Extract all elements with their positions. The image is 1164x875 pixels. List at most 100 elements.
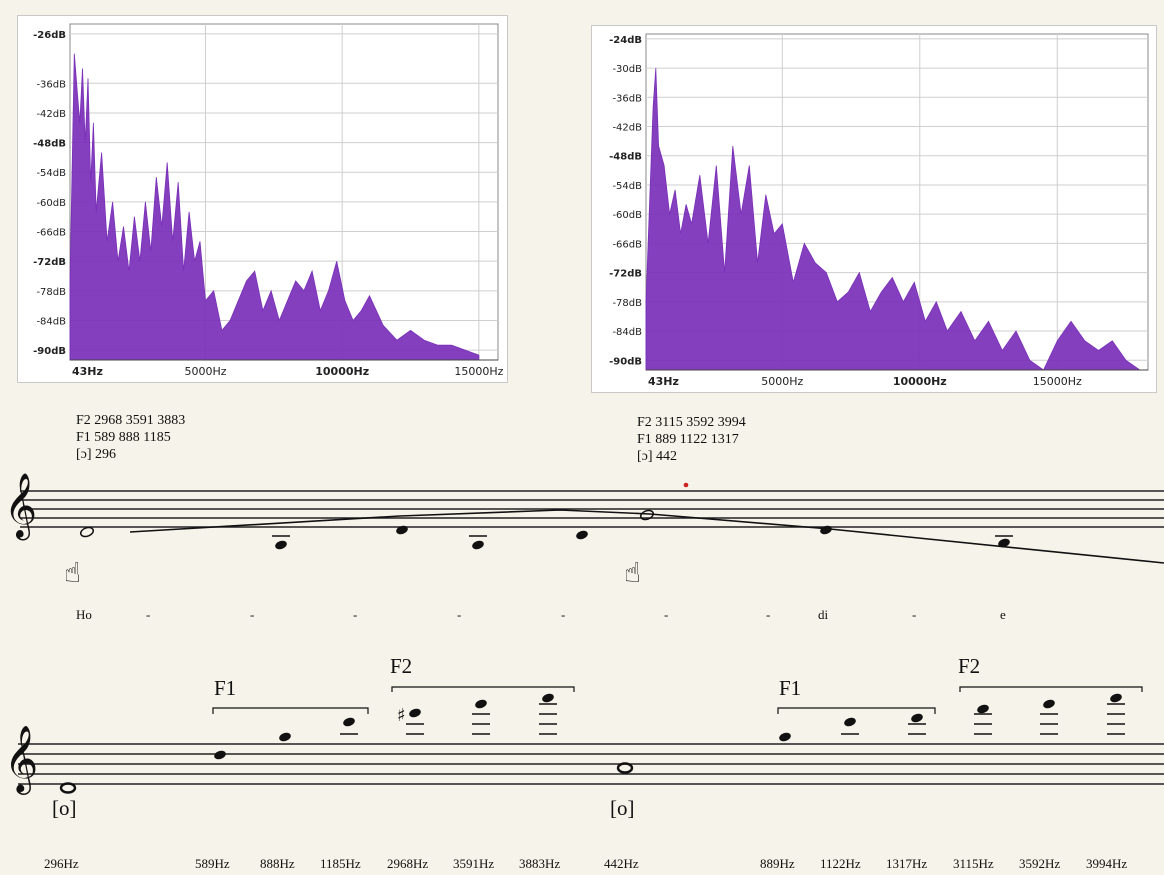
right-formant-annotation: F2 3115 3592 3994 F1 889 1122 1317 [ɔ] 4… <box>637 414 746 465</box>
bracket-left-f1 <box>212 707 369 714</box>
freq-label: 3883Hz <box>519 856 561 871</box>
right-y-tick-label: -36dB <box>612 93 642 104</box>
melody-line <box>129 509 1164 564</box>
right-x-tick-label: 43Hz <box>648 375 679 388</box>
bracket-right-f1 <box>777 707 936 714</box>
note-upper-2 <box>396 525 408 535</box>
left-x-tick-label: 10000Hz <box>315 365 369 378</box>
left-y-tick-label: -48dB <box>33 139 66 150</box>
lyric-syllable: - <box>561 607 566 622</box>
left-y-tick-label: -90dB <box>33 346 66 357</box>
note-f2-3994 <box>1110 693 1122 703</box>
left-formant-annotation: F2 2968 3591 3883 F1 589 888 1185 [ɔ] 29… <box>76 412 185 463</box>
staff-upper <box>20 490 1164 528</box>
lyric-syllable: - <box>250 607 255 622</box>
vowel-label-right: [o] <box>610 796 635 820</box>
right-x-tick-label: 10000Hz <box>893 375 947 388</box>
note-f1-1317 <box>911 713 923 723</box>
note-f2-2968 <box>409 708 421 718</box>
half-note-1 <box>79 526 95 538</box>
lyric-syllable: - <box>766 607 771 622</box>
left-y-tick-label: -66dB <box>36 228 66 239</box>
left-f1-line: F1 589 888 1185 <box>76 430 171 445</box>
note-f1-1122 <box>844 717 856 727</box>
note-f2-3115 <box>977 704 989 714</box>
treble-clef-lower: 𝄞 <box>4 724 38 795</box>
freq-label: 442Hz <box>604 856 639 871</box>
left-y-tick-label: -72dB <box>33 257 66 268</box>
note-upper-4 <box>576 530 588 540</box>
left-x-tick-label: 5000Hz <box>184 365 226 378</box>
note-upper-1 <box>275 540 287 550</box>
left-y-tick-label: -54dB <box>36 168 66 179</box>
freq-label: 3592Hz <box>1019 856 1061 871</box>
note-upper-6 <box>998 538 1010 548</box>
red-marker-dot <box>683 482 689 488</box>
freq-label: 2968Hz <box>387 856 429 871</box>
left-spectrum-area <box>69 53 480 361</box>
treble-clef-upper: 𝄞 <box>4 473 37 540</box>
whole-note-2 <box>616 762 634 774</box>
whole-note-1 <box>59 782 77 794</box>
freq-label: 1317Hz <box>886 856 928 871</box>
left-y-tick-label: -42dB <box>36 109 66 120</box>
freq-label: 3994Hz <box>1086 856 1128 871</box>
freq-label: 889Hz <box>760 856 795 871</box>
right-spectrum-area <box>645 68 1142 371</box>
lyric-syllable: - <box>912 607 917 622</box>
hand-gesture-icon-1: ☝ <box>64 556 81 589</box>
left-y-tick-label: -78dB <box>36 287 66 298</box>
label-left-f2: F2 <box>390 654 413 678</box>
right-spectrum-svg: -24dB -30dB -36dB -42dB -48dB -54dB -60dB -66dB… <box>609 33 1149 388</box>
lyric-syllable: - <box>457 607 462 622</box>
right-y-tick-label: -84dB <box>612 327 642 338</box>
freq-label: 589Hz <box>195 856 230 871</box>
freq-label: 296Hz <box>44 856 79 871</box>
right-x-tick-label: 15000Hz <box>1033 375 1082 388</box>
note-f2-3592 <box>1043 699 1055 709</box>
right-y-tick-label: -30dB <box>612 64 642 75</box>
left-spectrum-svg: -26dB -36dB -42dB -48dB -54dB -60dB -66dB -72dB… <box>33 23 504 378</box>
right-y-tick-label: -48dB <box>609 152 642 163</box>
right-y-tick-label: -66dB <box>612 239 642 250</box>
freq-label: 1122Hz <box>820 856 861 871</box>
note-f1-888 <box>279 732 291 742</box>
left-spectrum-chart: -26dB -36dB -42dB -48dB -54dB -60dB -66dB -72dB… <box>17 15 508 383</box>
right-y-tick-label: -72dB <box>609 269 642 280</box>
freq-label: 3115Hz <box>953 856 994 871</box>
right-spectrum-chart: -24dB -30dB -36dB -42dB -48dB -54dB -60dB -66dB… <box>591 25 1157 393</box>
freq-label: 888Hz <box>260 856 295 871</box>
right-y-tick-label: -90dB <box>609 356 642 367</box>
right-y-tick-label: -60dB <box>612 210 642 221</box>
left-y-tick-label: -26dB <box>33 30 66 41</box>
lyric-syllable: e <box>1000 607 1006 622</box>
right-f1-line: F1 889 1122 1317 <box>637 432 739 447</box>
note-f2-3883 <box>542 693 554 703</box>
lyric-syllable: Ho <box>76 607 92 622</box>
note-f2-3591 <box>475 699 487 709</box>
bracket-right-f2 <box>959 686 1143 692</box>
left-y-tick-label: -36dB <box>36 79 66 90</box>
sharp-sign: ♯ <box>397 705 406 726</box>
right-y-tick-label: -54dB <box>612 181 642 192</box>
right-y-tick-label: -78dB <box>612 298 642 309</box>
left-fundamental-line: [ɔ] 296 <box>76 447 117 462</box>
right-y-tick-label: -42dB <box>612 123 642 134</box>
right-fundamental-line: [ɔ] 442 <box>637 449 678 464</box>
note-f1-1185 <box>343 717 355 727</box>
half-note-2 <box>639 509 655 521</box>
label-right-f2: F2 <box>958 654 981 678</box>
label-left-f1: F1 <box>214 676 237 700</box>
right-y-tick-label: -24dB <box>609 35 642 46</box>
lyric-syllable: - <box>353 607 358 622</box>
left-f2-line: F2 2968 3591 3883 <box>76 413 186 428</box>
freq-label: 1185Hz <box>320 856 361 871</box>
left-x-tick-label: 43Hz <box>72 365 103 378</box>
lyric-syllable: di <box>818 607 829 622</box>
hand-gesture-icon-2: ☝ <box>624 556 641 589</box>
left-y-tick-label: -60dB <box>36 198 66 209</box>
right-x-tick-label: 5000Hz <box>761 375 803 388</box>
left-x-tick-label: 15000Hz <box>454 365 503 378</box>
left-y-tick-label: -84dB <box>36 316 66 327</box>
